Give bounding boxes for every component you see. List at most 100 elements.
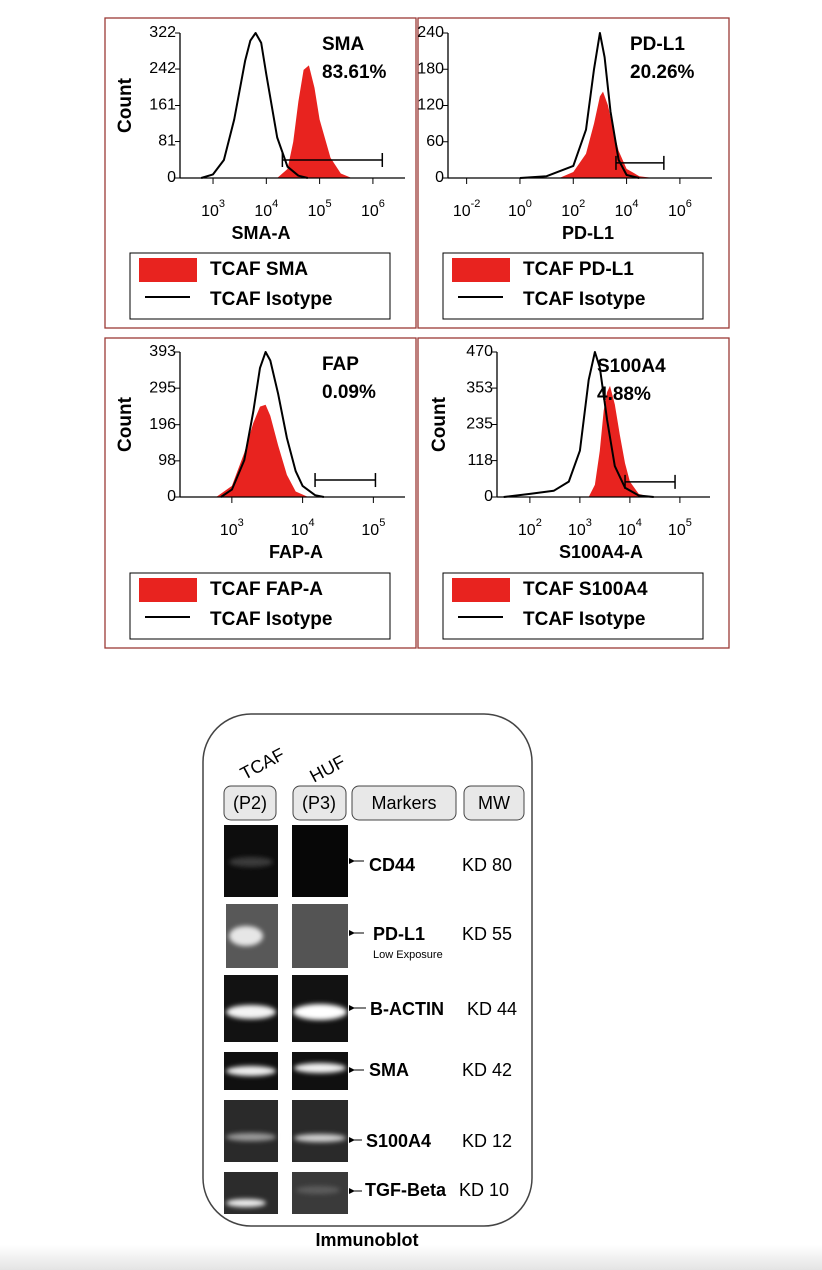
y-tick-label: 242 [149,60,176,77]
sample-passage: (P3) [302,793,336,813]
tick-base: 10 [568,522,586,539]
tick-exponent: 2 [579,198,585,210]
marker-note: Low Exposure [373,949,443,961]
tick-base: 10 [254,203,272,220]
tick-exponent: 6 [379,198,385,210]
blot-lane [292,904,348,968]
tick-base: 10 [361,522,379,539]
blot-band [226,1066,276,1076]
tick-exponent: 4 [632,198,638,210]
blot-band [296,1186,340,1194]
y-tick-label: 295 [149,379,176,396]
x-tick-label: 105 [668,517,692,539]
legend-label: TCAF PD-L1 [523,259,634,280]
tick-base: 10 [220,522,238,539]
x-tick-label: 10-2 [453,198,481,220]
blot-band [226,1133,276,1141]
x-axis-label: SMA-A [232,223,291,243]
y-axis-label: Count [429,396,450,452]
y-tick-label: 0 [484,488,493,505]
gate [615,155,665,170]
tick-base: 10 [561,203,579,220]
annotation: 83.61% [322,62,387,83]
legend-label: TCAF Isotype [523,289,645,310]
y-tick-label: 393 [149,343,176,360]
x-tick-label: 104 [254,198,278,220]
annotation: SMA [322,34,365,55]
mw-label: KD 55 [462,924,512,944]
x-tick-label: 102 [518,517,542,539]
marker-label: CD44 [369,855,415,875]
x-tick-label: 103 [220,517,244,539]
tick-base: 10 [308,203,326,220]
legend-label: TCAF FAP-A [210,579,323,600]
y-tick-label: 0 [167,488,176,505]
tick-base: 10 [453,203,471,220]
tick-base: 10 [291,522,309,539]
panel-frame [104,337,417,649]
header-box [463,785,525,821]
legend-label: TCAF Isotype [210,289,332,310]
mw-label: KD 42 [462,1060,512,1080]
tick-exponent: 6 [686,198,692,210]
blot-band [294,1063,346,1073]
tick-exponent: 2 [536,517,542,529]
tick-base: 10 [508,203,526,220]
annotation: 4.88% [597,384,651,405]
tick-exponent: 0 [526,198,532,210]
x-tick-label: 102 [561,198,585,220]
y-tick-label: 0 [435,169,444,186]
annotation: S100A4 [597,356,666,377]
tick-base: 10 [668,522,686,539]
y-tick-label: 235 [466,416,493,433]
x-tick-label: 104 [615,198,639,220]
tick-base: 10 [615,203,633,220]
blot-band [294,1134,346,1142]
x-tick-label: 105 [308,198,332,220]
y-tick-label: 120 [417,97,444,114]
tick-base: 10 [201,203,219,220]
gate [624,474,676,489]
annotation: PD-L1 [630,34,685,55]
blot-band [226,1199,266,1207]
marker-label: B-ACTIN [370,999,444,1019]
blot-frame [202,713,533,1227]
y-tick-label: 470 [466,343,493,360]
tick-exponent: 5 [686,517,692,529]
blot-caption: Immunoblot [316,1230,419,1250]
y-axis-label: Count [115,396,136,452]
x-axis-label: S100A4-A [559,542,643,562]
x-tick-label: 103 [201,198,225,220]
x-axis-label: PD-L1 [562,223,614,243]
mw-label: KD 10 [459,1180,509,1200]
annotation: 20.26% [630,62,695,83]
column-header: MW [478,793,510,813]
x-tick-label: 105 [361,517,385,539]
y-tick-label: 98 [158,452,176,469]
tick-base: 10 [618,522,636,539]
blot-band [229,857,273,867]
marker-label: PD-L1 [373,924,425,944]
tick-exponent: 3 [586,517,592,529]
tick-exponent: 5 [379,517,385,529]
blot-lane [292,1100,348,1162]
tick-exponent: 3 [219,198,225,210]
marker-label: TGF-Beta [365,1180,447,1200]
tick-exponent: -2 [471,198,481,210]
x-tick-label: 106 [361,198,385,220]
y-tick-label: 180 [417,60,444,77]
y-tick-label: 118 [467,452,493,469]
blot-band [226,1005,276,1019]
blot-band [229,926,263,946]
y-tick-label: 240 [417,24,444,41]
column-header: Markers [371,793,436,813]
y-tick-label: 161 [149,97,176,114]
histogram-area [588,385,650,497]
y-tick-label: 60 [426,133,444,150]
panel-frame [417,337,730,649]
panel-frame [104,17,417,329]
